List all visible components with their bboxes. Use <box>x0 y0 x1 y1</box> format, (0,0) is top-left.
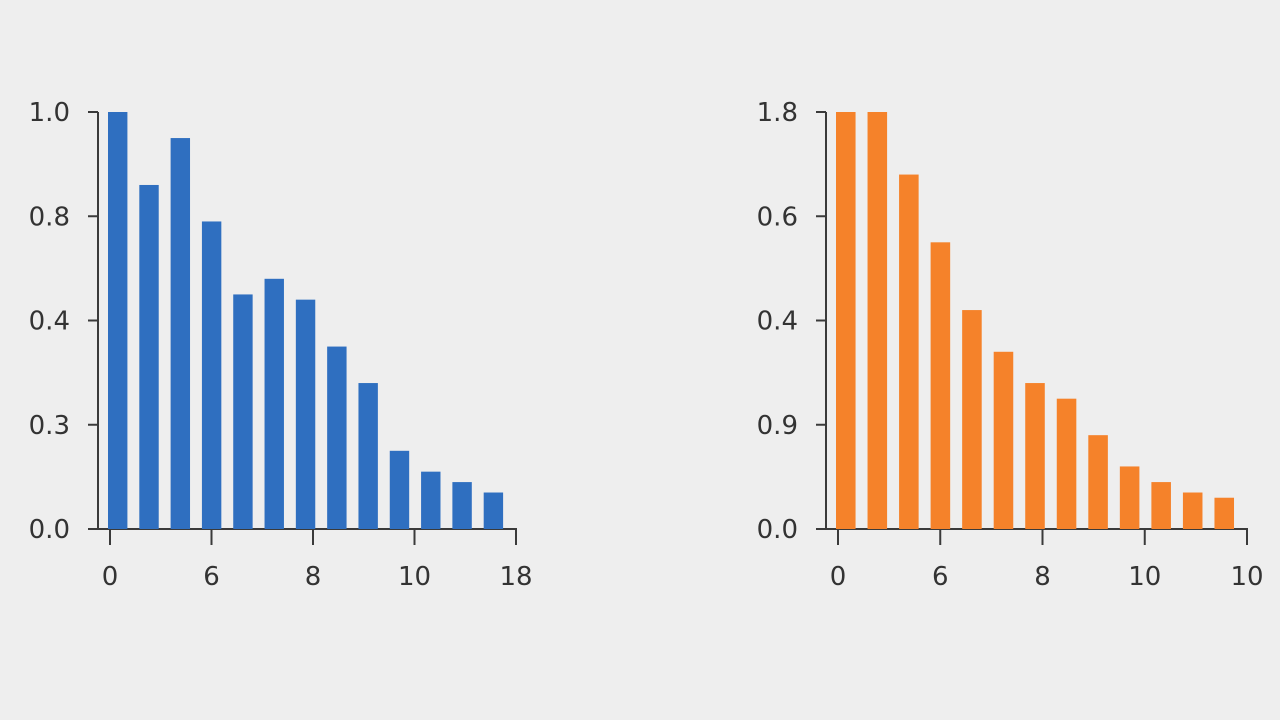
bar <box>452 482 472 529</box>
bar <box>1182 492 1203 529</box>
y-tick-label: 0.3 <box>29 411 70 441</box>
bar <box>962 310 982 529</box>
bar <box>930 242 951 529</box>
y-tick-label: 1.8 <box>757 98 798 128</box>
bar <box>264 278 284 529</box>
bar <box>233 294 253 529</box>
bar <box>1088 435 1108 529</box>
bar <box>899 174 919 530</box>
bar <box>139 184 159 529</box>
bar <box>867 112 888 529</box>
y-tick-label: 0.0 <box>757 515 798 545</box>
y-tick-label: 0.6 <box>757 202 798 232</box>
bar <box>358 383 378 529</box>
x-tick-label: 0 <box>830 562 847 592</box>
bar <box>1056 398 1077 529</box>
y-tick-label: 0.0 <box>29 515 70 545</box>
y-tick-label: 1.0 <box>29 98 70 128</box>
y-tick-label: 0.4 <box>757 307 798 337</box>
x-tick-label: 0 <box>102 562 119 592</box>
x-tick-label: 6 <box>203 562 220 592</box>
bar <box>1119 466 1140 529</box>
bar <box>1214 497 1235 529</box>
bar <box>201 221 222 529</box>
bar <box>389 450 410 529</box>
bar <box>327 346 347 529</box>
bar <box>1025 383 1045 529</box>
x-tick-label: 10 <box>1128 562 1161 592</box>
x-tick-label: 18 <box>499 562 532 592</box>
x-tick-label: 10 <box>1230 562 1263 592</box>
x-tick-label: 8 <box>1034 562 1051 592</box>
bar <box>993 351 1014 529</box>
y-tick-label: 0.9 <box>757 411 798 441</box>
bar <box>421 471 441 529</box>
bar <box>836 112 856 529</box>
y-tick-label: 0.8 <box>29 202 70 232</box>
y-tick-label: 0.4 <box>29 307 70 337</box>
bar <box>108 112 128 529</box>
x-tick-label: 6 <box>932 562 949 592</box>
bar <box>295 299 316 529</box>
bar <box>1151 482 1171 529</box>
bar <box>483 492 504 529</box>
bar <box>170 138 191 529</box>
x-tick-label: 8 <box>305 562 322 592</box>
x-tick-label: 10 <box>398 562 431 592</box>
